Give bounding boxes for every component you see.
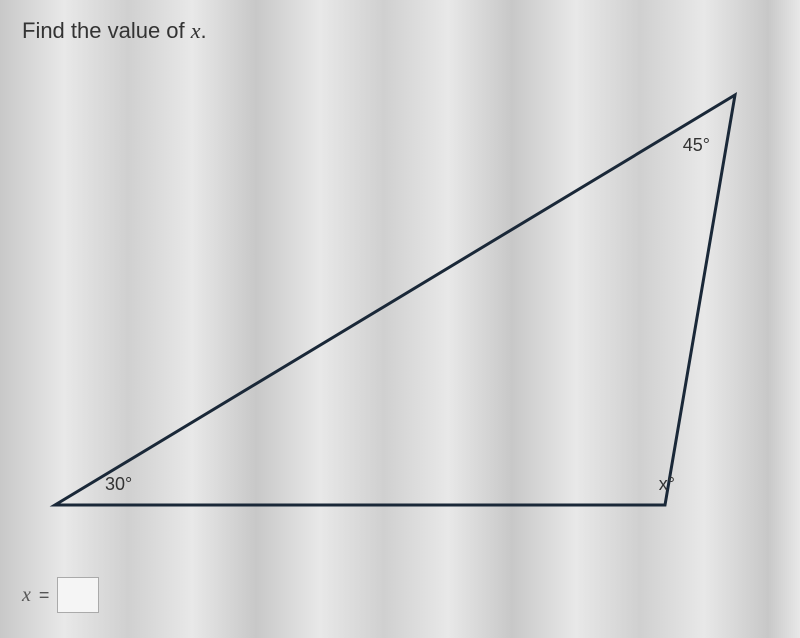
angle-label-bottom-left: 30° [105,474,132,495]
question-prompt: Find the value of x. [22,18,207,44]
prompt-text-before: Find the value of [22,18,191,43]
triangle-svg [45,75,765,535]
answer-row: x = [22,577,99,613]
prompt-variable: x [191,18,201,43]
answer-equals: = [39,585,50,606]
answer-variable: x [22,584,31,607]
angle-label-top: 45° [683,135,710,156]
triangle-shape [55,95,735,505]
angle-label-bottom-right: x° [659,474,675,495]
triangle-diagram: 45° 30° x° [45,75,765,535]
answer-input[interactable] [57,577,99,613]
prompt-text-after: . [201,18,207,43]
